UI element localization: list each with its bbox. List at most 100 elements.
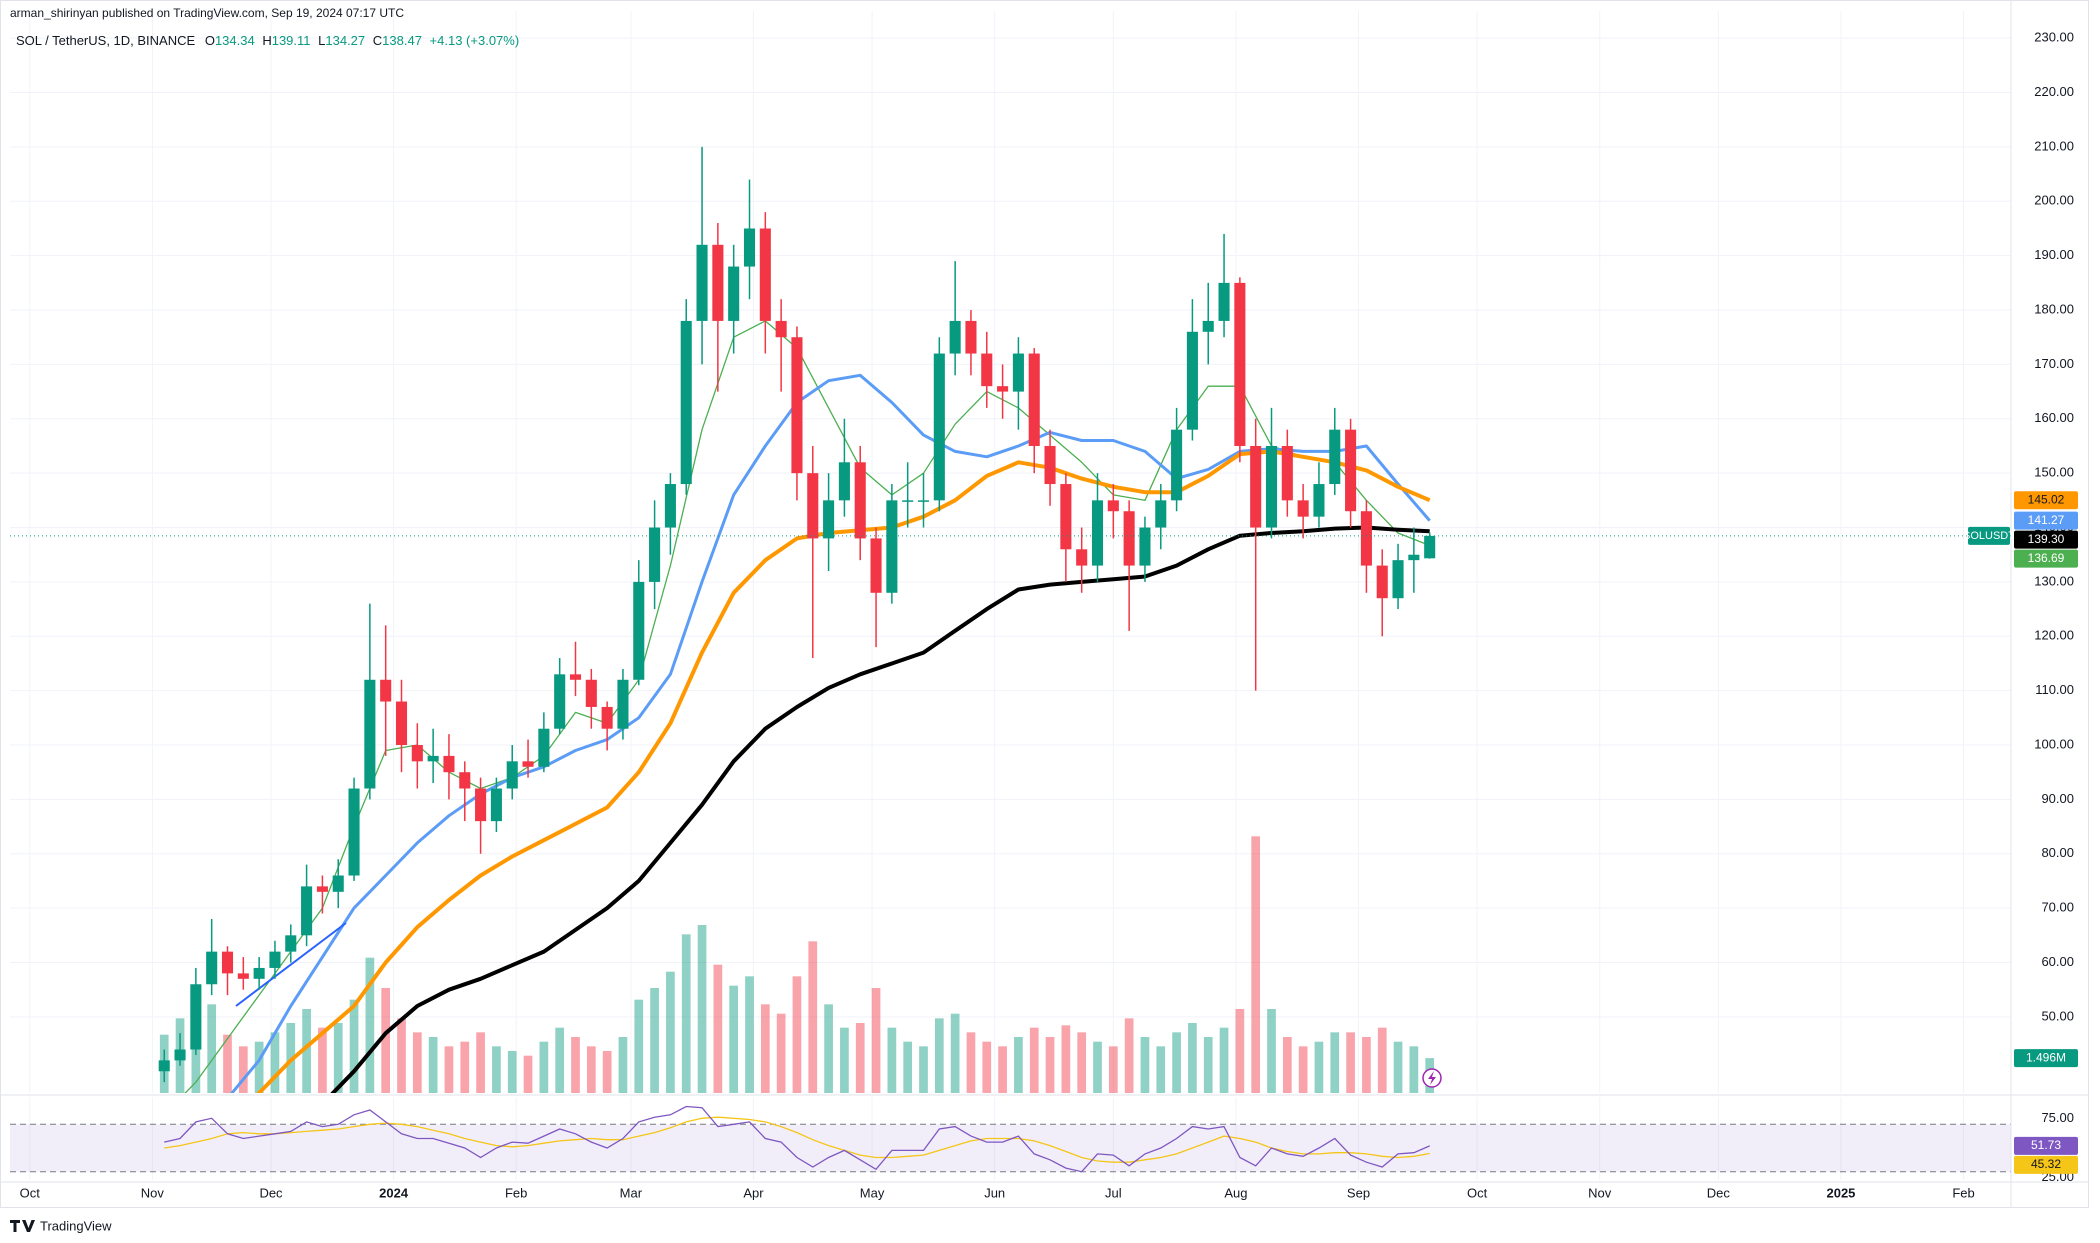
- x-tick-label: Aug: [1224, 1185, 1247, 1200]
- y-tick-label: 180.00: [2034, 301, 2074, 316]
- candle-body: [997, 386, 1009, 392]
- candle-body: [380, 679, 392, 702]
- volume-bar: [650, 988, 659, 1093]
- x-tick-label: Oct: [1467, 1185, 1488, 1200]
- volume-bar: [1124, 1018, 1134, 1093]
- candle-body: [838, 462, 850, 501]
- candle-layer: [10, 146, 2011, 1083]
- rsi-pane: [10, 1105, 2011, 1173]
- x-tick-label: Oct: [20, 1185, 41, 1200]
- x-tick-label: Mar: [620, 1185, 643, 1200]
- candle-body: [807, 473, 819, 539]
- x-tick-label: Sep: [1347, 1185, 1370, 1200]
- candle-body: [1281, 445, 1293, 501]
- tag-layer: SOLUSDT 145.02 141.27 139.30 136.69 1.496M 51.…: [1963, 491, 2078, 1174]
- volume-bar: [729, 985, 739, 1093]
- volume-bar: [903, 1041, 913, 1093]
- candle-body: [696, 244, 708, 321]
- candle-body: [190, 984, 202, 1050]
- candle-body: [1329, 429, 1341, 485]
- volume-bar: [1377, 1027, 1387, 1093]
- candle-body: [1360, 511, 1372, 566]
- volume-bar: [697, 925, 707, 1093]
- volume-bar: [713, 964, 723, 1093]
- candle-body: [775, 320, 787, 338]
- y-tick-label: 130.00: [2034, 573, 2074, 588]
- candle-body: [1408, 554, 1420, 561]
- volume-bar: [1029, 1027, 1039, 1093]
- y-tick-label: 190.00: [2034, 247, 2074, 262]
- candle-body: [1218, 282, 1230, 321]
- chart-frame: [0, 0, 2089, 1208]
- volume-bar: [1330, 1032, 1340, 1093]
- candle-body: [1012, 353, 1024, 392]
- y-tick-label: 200.00: [2034, 193, 2074, 208]
- volume-bar: [840, 1027, 849, 1093]
- candle-body: [269, 951, 281, 968]
- candle-body: [506, 761, 518, 789]
- axis-tag-bg: [2014, 491, 2078, 510]
- x-tick-label: 2025: [1826, 1185, 1855, 1200]
- candle-body: [1297, 500, 1309, 517]
- x-tick-label: Dec: [259, 1185, 283, 1200]
- x-tick-label: Feb: [505, 1185, 527, 1200]
- legend: SOL / TetherUS, 1D, BINANCE O134.34 H139…: [16, 33, 519, 48]
- axis-tag-bg: [2014, 511, 2078, 530]
- volume-bar: [871, 988, 881, 1093]
- volume-bar: [1045, 1037, 1055, 1093]
- close-label: C: [373, 33, 382, 48]
- volume-bar: [634, 999, 644, 1093]
- axis-tag-bg: [2014, 530, 2078, 549]
- candle-body: [316, 886, 328, 892]
- volume-bar: [397, 1018, 406, 1093]
- alert-icon[interactable]: [1422, 1068, 1442, 1088]
- candle-body: [664, 484, 676, 528]
- candle-body: [1044, 445, 1056, 485]
- candle-body: [1376, 565, 1388, 599]
- axis-tag: 51.73: [2031, 1138, 2061, 1152]
- high-label: H: [262, 33, 271, 48]
- candle-body: [174, 1049, 186, 1061]
- axis-tag: 139.30: [2028, 532, 2065, 546]
- x-tick-label: 2024: [379, 1185, 409, 1200]
- close-value: 138.47: [382, 33, 422, 48]
- y-tick-label: 60.00: [2041, 954, 2074, 969]
- axis-tag: 145.02: [2028, 492, 2065, 506]
- candle-body: [981, 353, 993, 387]
- volume-bar: [428, 1037, 438, 1093]
- volume-bar: [381, 988, 391, 1093]
- trend-line: [235, 922, 347, 1007]
- candle-body: [633, 581, 645, 680]
- y-tick-label: 110.00: [2035, 682, 2074, 697]
- volume-bar: [950, 1013, 960, 1093]
- candle-body: [965, 320, 977, 354]
- moving-average: [330, 525, 1430, 1093]
- candle-body: [1313, 484, 1325, 517]
- axis-layer: 50.00 60.00 70.00 80.00 90.00 100.00 110.00 120…: [20, 30, 2074, 1201]
- axis-tag-bg: [2014, 1136, 2078, 1155]
- volume-bar: [571, 1037, 580, 1093]
- published-note: arman_shirinyan published on TradingView…: [10, 6, 404, 20]
- open-value: 134.34: [215, 33, 255, 48]
- volume-bar: [1314, 1041, 1324, 1093]
- x-tick-label: Feb: [1952, 1185, 1974, 1200]
- volume-bar: [824, 1004, 833, 1093]
- volume-bar: [1282, 1037, 1292, 1093]
- axis-tag-bg: [2014, 549, 2078, 568]
- volume-bar: [270, 1032, 280, 1093]
- candle-body: [237, 973, 249, 979]
- volume-bar: [745, 976, 754, 1093]
- candle-body: [1139, 527, 1151, 566]
- volume-bar: [966, 1032, 976, 1093]
- volume-bar: [1409, 1046, 1419, 1093]
- candle-body: [1028, 353, 1040, 446]
- candle-body: [1155, 500, 1167, 528]
- volume-bar: [1346, 1032, 1355, 1093]
- candle-body: [949, 320, 961, 354]
- candle-body: [933, 353, 945, 501]
- volume-bar: [365, 957, 375, 1093]
- y-tick-label: 80.00: [2041, 845, 2074, 860]
- volume-bar: [602, 1051, 612, 1093]
- volume-bar: [207, 1004, 217, 1093]
